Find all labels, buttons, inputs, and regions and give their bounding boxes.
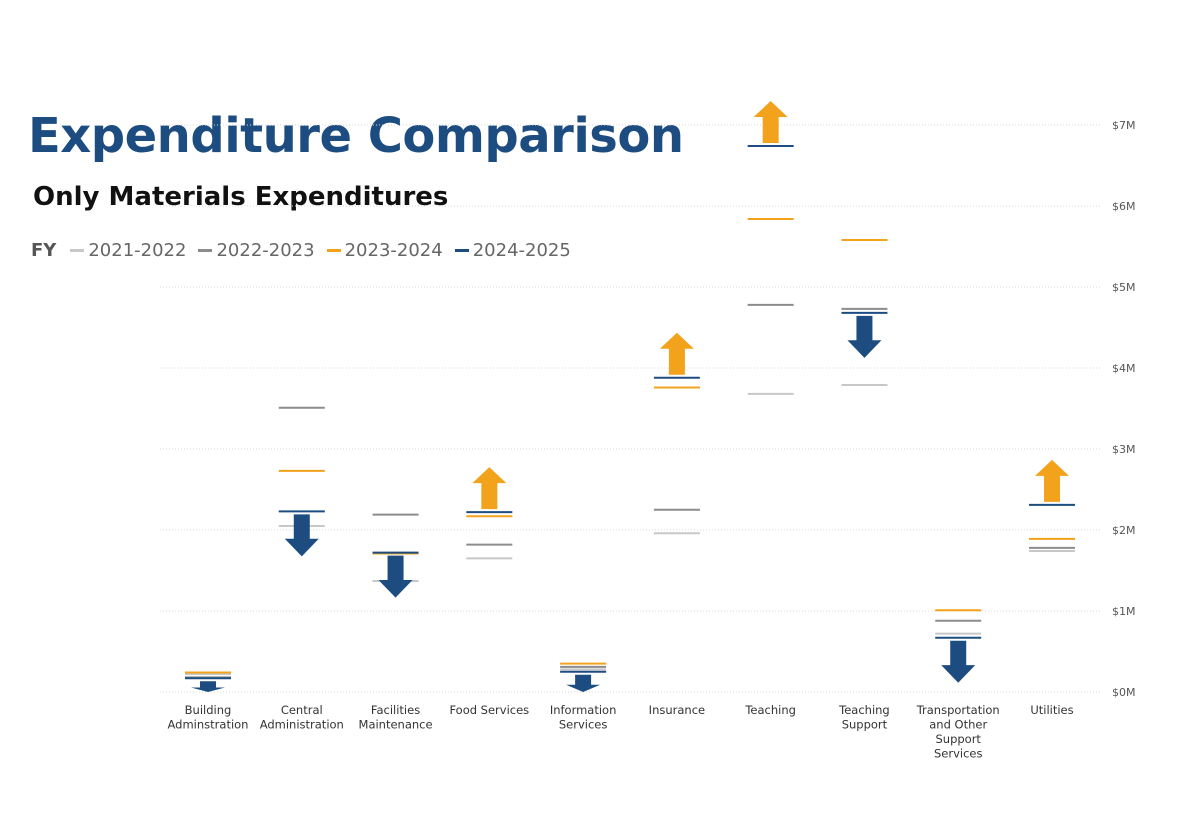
- x-tick-label: Building Adminstration: [168, 703, 249, 732]
- legend-label: 2022-2023: [216, 240, 315, 261]
- legend-swatch: [326, 249, 341, 252]
- legend-item-2023-2024[interactable]: 2023-2024: [326, 240, 443, 261]
- x-tick-label: Insurance: [649, 703, 705, 717]
- down-arrow-icon: [566, 674, 601, 692]
- y-tick-label: $3M: [1112, 443, 1136, 456]
- up-arrow-icon: [1035, 459, 1069, 502]
- legend-label: 2021-2022: [88, 240, 187, 261]
- data-marks: [185, 145, 1075, 680]
- chart-title: Expenditure Comparison: [28, 108, 684, 164]
- legend-label: 2024-2025: [472, 240, 571, 261]
- x-tick-label: Information Services: [550, 703, 617, 732]
- legend-item-2022-2023[interactable]: 2022-2023: [198, 240, 315, 261]
- down-arrow-icon: [941, 640, 976, 683]
- y-tick-label: $1M: [1112, 605, 1136, 618]
- chart-subtitle: Only Materials Expenditures: [33, 182, 449, 212]
- y-tick-label: $2M: [1112, 524, 1136, 537]
- down-arrow-icon: [191, 681, 225, 692]
- y-tick-label: $5M: [1112, 281, 1136, 294]
- up-arrow-icon: [472, 467, 507, 510]
- legend-item-2024-2025[interactable]: 2024-2025: [454, 240, 571, 261]
- x-tick-label: Teaching Support: [838, 703, 890, 732]
- legend-swatch: [70, 249, 85, 252]
- y-tick-label: $0M: [1112, 686, 1136, 699]
- y-tick-label: $6M: [1112, 200, 1136, 213]
- y-axis-ticks: $0M $1M $2M $3M $4M $5M $6M $7M: [1112, 119, 1136, 699]
- legend: FY 2021-2022 2022-2023 2023-2024 2024-20…: [31, 240, 583, 261]
- down-arrow-icon: [847, 315, 882, 358]
- x-tick-label: Food Services: [449, 703, 529, 717]
- x-tick-label: Central Administration: [260, 703, 344, 732]
- down-arrow-icon: [284, 514, 319, 557]
- legend-swatch: [454, 249, 469, 252]
- x-axis-labels: Building Adminstration Central Administrati…: [168, 703, 1074, 761]
- x-tick-label: Teaching: [744, 703, 796, 717]
- legend-swatch: [198, 249, 213, 252]
- y-tick-label: $7M: [1112, 119, 1136, 132]
- change-arrows: [191, 101, 1069, 692]
- legend-item-2021-2022[interactable]: 2021-2022: [70, 240, 186, 261]
- legend-title: FY: [31, 240, 57, 261]
- up-arrow-icon: [659, 332, 694, 375]
- x-tick-label: Facilities Maintenance: [359, 703, 433, 732]
- up-arrow-icon: [753, 101, 788, 144]
- legend-label: 2023-2024: [344, 240, 443, 261]
- x-tick-label: Transportation and Other Support Services: [916, 703, 1000, 761]
- down-arrow-icon: [378, 555, 413, 598]
- y-tick-label: $4M: [1112, 362, 1136, 375]
- x-tick-label: Utilities: [1030, 703, 1073, 717]
